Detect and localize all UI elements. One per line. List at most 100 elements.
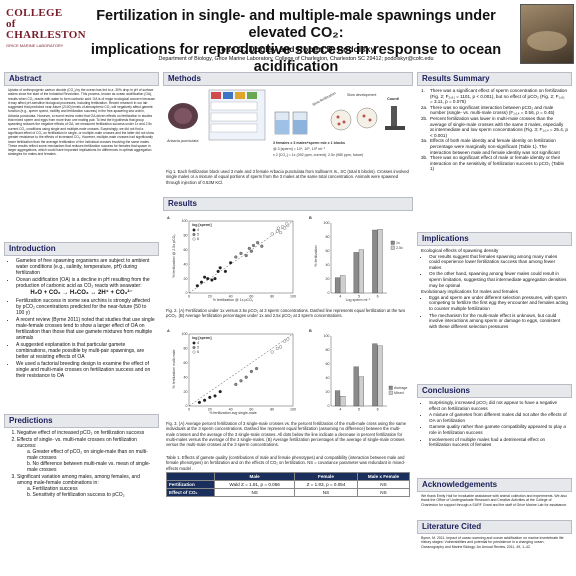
x-tick-label: 60 (249, 295, 253, 299)
data-point (281, 225, 285, 229)
title-line-2: implications for reproductive success in… (90, 42, 502, 75)
acknowledgements-heading: Acknowledgements (417, 478, 572, 492)
introduction-section: Introduction Gametes of free spawning or… (4, 242, 159, 412)
legend-swatch (390, 245, 395, 250)
table-header-row: Male Female Male x Female (165, 472, 411, 481)
data-point (218, 266, 222, 270)
intro-bullet: Ocean acidification (OA) is a decline in… (16, 277, 155, 289)
data-point (247, 246, 251, 250)
y-tick-label: 100 (324, 334, 330, 338)
implication-bullet: Our results suggest that females spawnin… (429, 254, 568, 271)
sperm-conc-label: @ 3 [sperm] = 10⁴, 10⁵, 10⁶ ml⁻¹ (273, 147, 326, 151)
y-tick-label: 100 (182, 219, 188, 223)
co2-label: x 2 [CO₂] = 1x (392 ppm, current), 2.5x … (273, 153, 363, 157)
data-point (249, 249, 253, 253)
data-point (255, 367, 259, 371)
implications-heading: Implications (417, 232, 572, 246)
predictions-section: Predictions Negative effect of increased… (4, 414, 159, 538)
sea-urchin-photo (520, 4, 574, 64)
y-tick-label: 100 (182, 332, 188, 336)
table-header-cell: Female (293, 472, 358, 481)
data-point (223, 269, 227, 273)
fig2a-xlabel: % fertilization @ 1x pCO₂ (213, 298, 254, 302)
title-line-1: Fertilization in single- and multiple-ma… (96, 8, 496, 41)
literature-text: Byrne, M. 2011. Impact of ocean warming … (421, 536, 564, 549)
poster-title: Fertilization in single- and multiple-ma… (76, 8, 516, 76)
data-point (285, 222, 289, 226)
legend-label: 2.5x (396, 246, 403, 250)
fig2-panel-b: 0 20 40 60 80 100 4 5 6 1x2.5x (324, 221, 403, 298)
data-point (208, 395, 212, 399)
y-tick-label: 20 (184, 390, 188, 394)
legend-marker (192, 228, 196, 232)
middle-column: Methods Arbacia punctulata (163, 72, 413, 497)
x-tick-label: 20 (208, 408, 212, 412)
data-point (276, 226, 280, 230)
implication-bullet: The mechanism for the multi-male effect … (429, 313, 568, 330)
legend-marker (192, 350, 196, 354)
prediction-item: Effects of single- vs. multi-male crosse… (17, 437, 137, 449)
conclusion-bullet: Gamete quality rather than gamete compat… (429, 424, 568, 435)
abstract-section: Abstract Uptake of anthropogenic carbon … (4, 72, 159, 240)
x-tick-label: 6 (377, 408, 379, 412)
x-tick-label: 5 (358, 295, 360, 299)
affiliation: Department of Biology, Grice Marine Labo… (158, 56, 434, 62)
y-tick-label: 80 (326, 348, 330, 352)
legend-label: 6 (197, 350, 199, 354)
x-tick-label: 4 (339, 408, 341, 412)
data-point (199, 280, 204, 284)
legend-swatch (388, 390, 393, 395)
x-tick-label: 5 (358, 408, 360, 412)
methods-heading: Methods (163, 72, 413, 86)
data-point (213, 394, 217, 398)
bar (377, 345, 383, 407)
x-tick-label: 0 (188, 408, 190, 412)
embryo-dish-icon (330, 109, 352, 131)
y-tick-label: 40 (326, 263, 330, 267)
data-point (244, 254, 248, 258)
authors: Tess C. Dooley and Robert D. Podolsky (216, 44, 376, 54)
logo-line-3: GRICE MARINE LABORATORY (6, 43, 64, 48)
bar (340, 275, 346, 294)
legend-title: log [sperm] (192, 223, 212, 227)
fig2-caption: Fig. 2. (A) Fertilization under 1x versu… (166, 308, 406, 319)
fig2-panel-a: 00 20 20 40 40 60 60 80 80 100 100 log [sperm]456 (182, 219, 297, 298)
beaker-icon (274, 111, 290, 135)
conclusions-section: Conclusions Surprisingly, increased pCO₂… (417, 384, 572, 476)
data-point (278, 230, 283, 235)
y-tick-label: 100 (324, 221, 330, 225)
count-label: Count! (387, 97, 399, 101)
poster-header: COLLEGE of CHARLESTON GRICE MARINE LABOR… (0, 0, 576, 75)
literature-section: Literature Cited Byrne, M. 2011. Impact … (417, 520, 572, 562)
data-point (278, 345, 283, 349)
y-tick-label: 40 (184, 262, 188, 266)
legend-marker (192, 233, 196, 236)
data-point (216, 269, 220, 273)
results-summary-section: Results Summary 1. There was a significan… (417, 72, 572, 230)
acknowledgements-text: We thank Emily Hall for invaluable assis… (421, 494, 568, 507)
legend-label: 5 (197, 233, 199, 237)
conclusion-bullet: A mixture of gametes from different male… (429, 412, 568, 423)
data-point (244, 375, 248, 379)
bar (358, 249, 364, 294)
data-point (275, 346, 279, 350)
fig2a-ylabel: % fertilization @ 2.5x pCO₂ (172, 234, 176, 278)
panel-label-a: A (167, 329, 170, 333)
data-point (206, 277, 210, 281)
y-tick-label: 60 (326, 362, 330, 366)
data-point (286, 337, 290, 341)
bar (358, 376, 364, 407)
legend-swatch (388, 385, 393, 390)
y-tick-label: 0 (186, 404, 188, 408)
table-cell: NS (214, 488, 295, 497)
data-point (218, 390, 222, 394)
data-point (210, 278, 214, 282)
data-point (270, 350, 274, 354)
table-cell: Z = 1.93, p = 0.054 (293, 480, 358, 489)
legend-marker (192, 346, 196, 349)
table-cell: Wald Z = 1.91, p = 0.056 (214, 480, 295, 489)
implication-bullet: On the other hand, spawning among fewer … (429, 271, 568, 288)
